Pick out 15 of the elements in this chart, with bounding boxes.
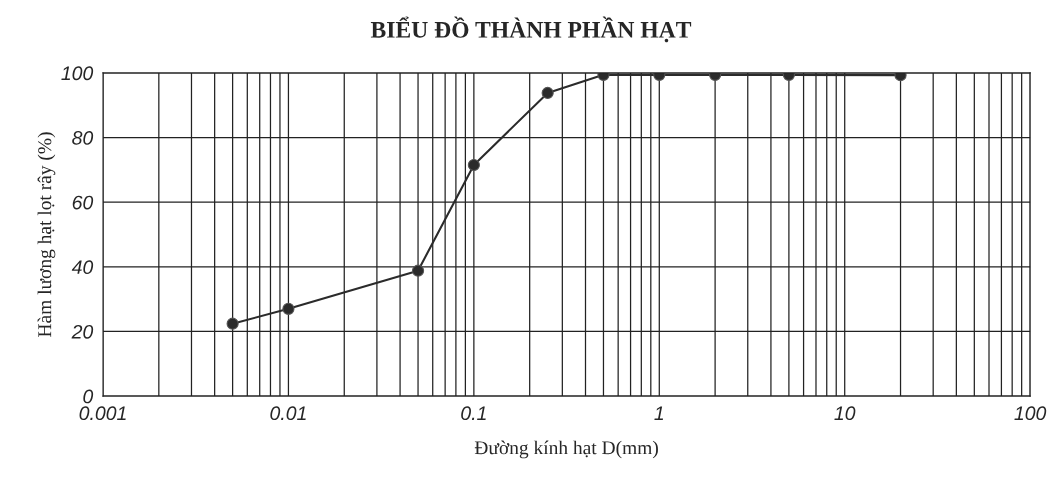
y-tick-label: 0 <box>83 389 94 404</box>
y-tick-label: 60 <box>72 195 94 210</box>
x-tick-label: 0.1 <box>461 406 486 421</box>
chart-title: BIỂU ĐỒ THÀNH PHẦN HẠT <box>370 16 692 43</box>
y-axis-title: Hàm lương hạt lọt rây (%) <box>37 132 56 337</box>
x-tick-label: 0.01 <box>270 406 306 421</box>
y-tick-label: 80 <box>72 131 94 145</box>
y-tick-label: 100 <box>61 66 94 81</box>
y-tick-label: 20 <box>71 324 94 339</box>
x-tick-label: 0.001 <box>79 406 126 421</box>
x-axis-title: Đường kính hạt D(mm) <box>474 440 658 459</box>
x-tick-label: 100 <box>1014 406 1047 421</box>
x-tick-label: 10 <box>834 406 856 421</box>
y-tick-label: 40 <box>71 260 94 275</box>
x-tick-label: 1 <box>654 406 664 420</box>
